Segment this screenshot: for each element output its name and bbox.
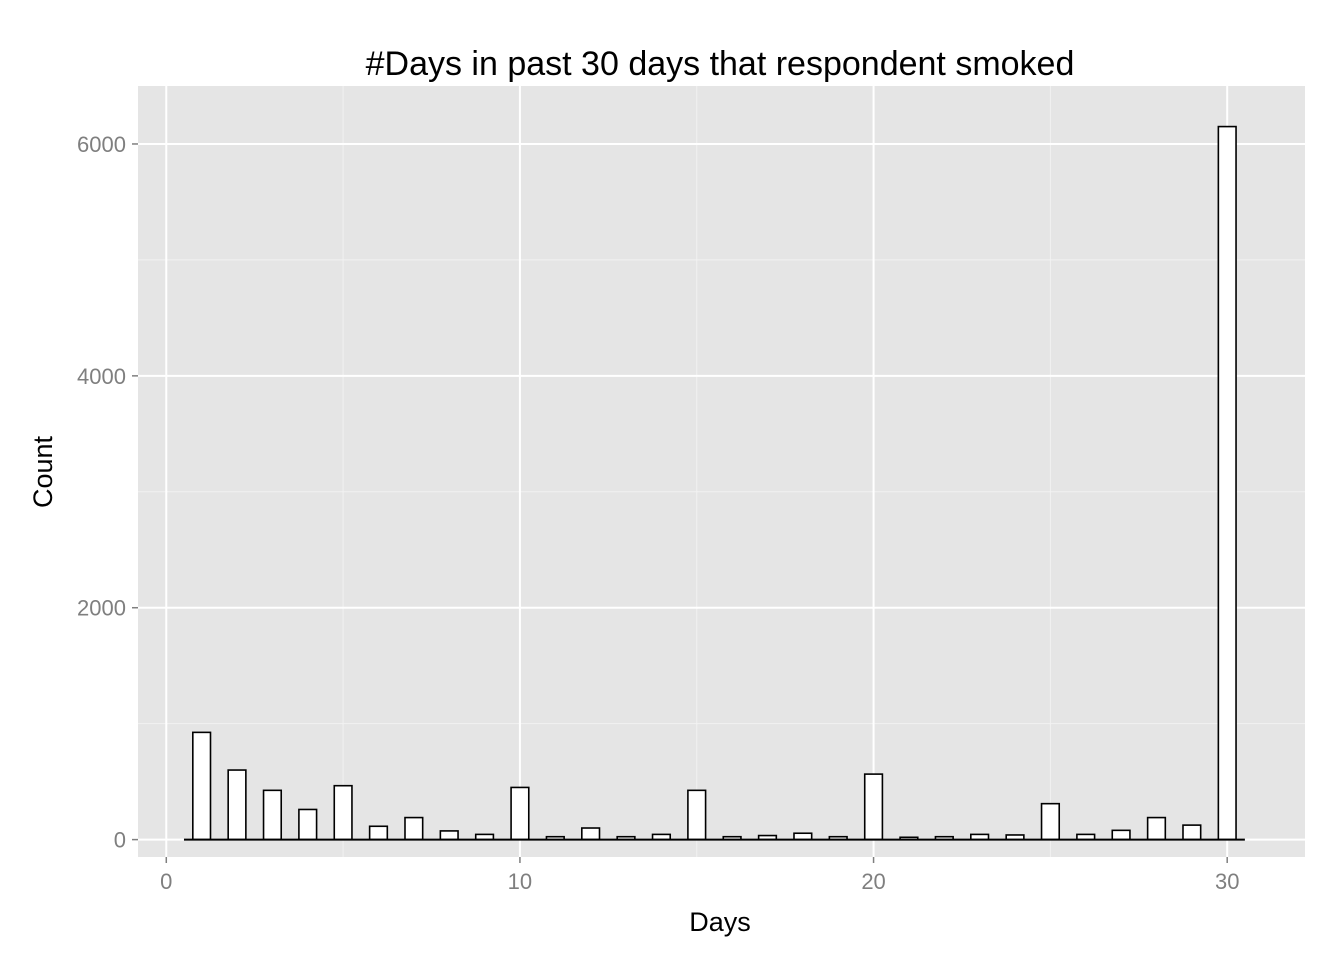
bar-day-7 bbox=[404, 816, 424, 841]
minor-gridlines bbox=[138, 86, 1305, 857]
y-tick-label: 0 bbox=[114, 828, 126, 853]
bar-day-25 bbox=[1040, 802, 1061, 841]
y-tick-label: 2000 bbox=[77, 596, 126, 621]
bar-day-2 bbox=[227, 769, 247, 841]
y-axis-label: Count bbox=[28, 435, 58, 508]
x-axis-label: Days bbox=[689, 907, 751, 937]
bar-day-28 bbox=[1146, 816, 1167, 841]
x-tick-label: 10 bbox=[508, 869, 532, 894]
bar-day-12 bbox=[581, 827, 601, 841]
chart-title: #Days in past 30 days that respondent sm… bbox=[366, 45, 1075, 83]
bar-day-4 bbox=[298, 808, 318, 841]
y-axis-ticks: 0 2000 4000 6000 bbox=[77, 132, 138, 853]
bar-day-20 bbox=[863, 773, 884, 841]
bar-day-27 bbox=[1111, 829, 1131, 841]
x-axis-ticks: 0 10 20 30 bbox=[160, 857, 1239, 894]
bar-day-10 bbox=[510, 786, 530, 841]
y-tick-label: 6000 bbox=[77, 132, 126, 157]
bar-day-8 bbox=[439, 830, 459, 841]
bar-day-5 bbox=[333, 784, 353, 841]
x-tick-label: 0 bbox=[160, 869, 172, 894]
bar-day-29 bbox=[1182, 824, 1202, 841]
x-tick-label: 30 bbox=[1215, 869, 1239, 894]
x-tick-label: 20 bbox=[861, 869, 885, 894]
bar-day-30 bbox=[1217, 125, 1237, 841]
plot-panel bbox=[138, 86, 1305, 857]
y-tick-label: 4000 bbox=[77, 364, 126, 389]
bar-day-15 bbox=[687, 789, 707, 841]
bar-day-3 bbox=[262, 789, 283, 841]
bar-day-1 bbox=[192, 731, 212, 841]
bar-day-6 bbox=[368, 825, 389, 841]
